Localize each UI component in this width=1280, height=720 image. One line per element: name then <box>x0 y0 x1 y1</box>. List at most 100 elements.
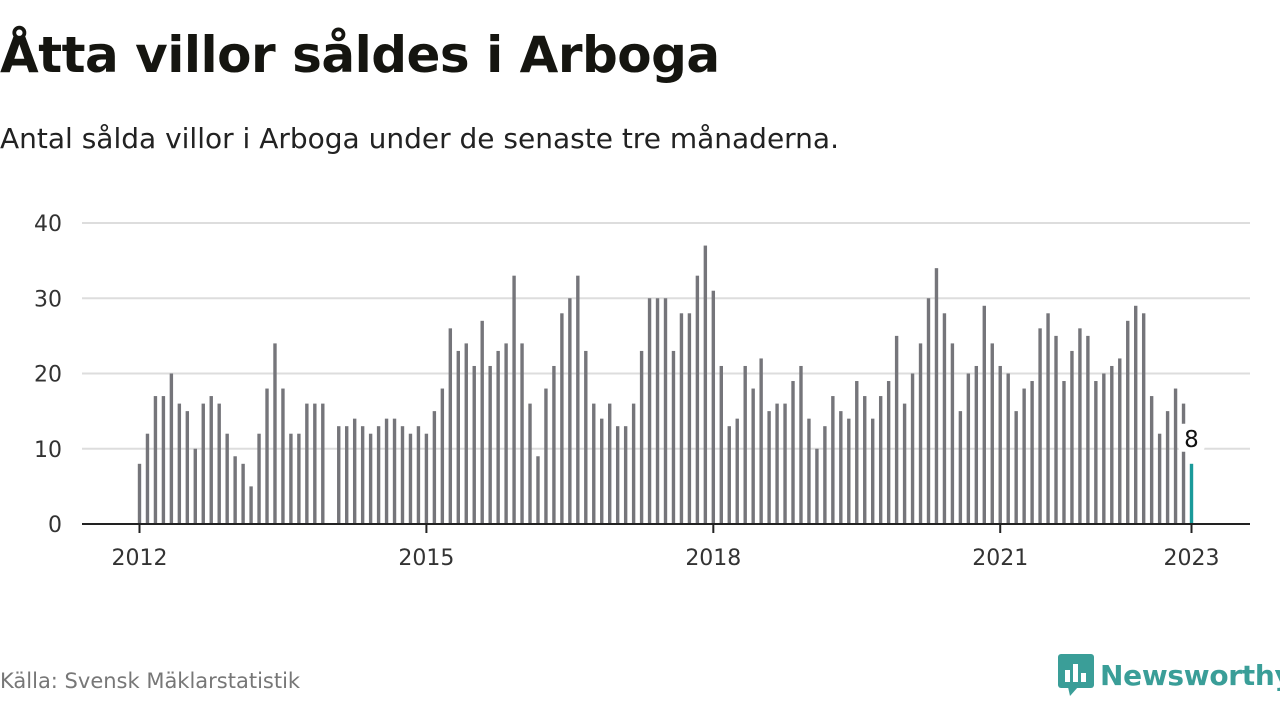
bar <box>281 388 285 524</box>
y-tick-label: 30 <box>34 287 62 312</box>
bar <box>600 418 604 524</box>
y-tick-label: 10 <box>34 438 62 463</box>
bar <box>520 343 524 524</box>
bar <box>791 381 795 524</box>
bar <box>894 335 899 525</box>
bar <box>687 313 692 524</box>
x-tick-label: 2021 <box>972 546 1028 571</box>
bar <box>759 358 763 524</box>
bar <box>623 426 628 524</box>
bar <box>942 313 947 524</box>
bar <box>552 365 556 524</box>
bar <box>153 396 158 524</box>
bar <box>305 403 309 524</box>
bar <box>799 365 803 524</box>
bar <box>823 426 827 524</box>
source-note: Källa: Svensk Mäklarstatistik <box>0 669 301 693</box>
bar <box>727 426 731 524</box>
bar <box>376 426 381 524</box>
bar <box>1086 335 1090 525</box>
bar <box>337 426 341 524</box>
bar <box>998 365 1002 524</box>
bar <box>1110 365 1114 524</box>
bar <box>345 426 349 524</box>
bar <box>560 313 564 524</box>
bar <box>209 396 213 524</box>
bar <box>360 426 365 524</box>
bar <box>1078 328 1082 524</box>
bar <box>647 298 652 524</box>
bar <box>384 418 389 524</box>
bar <box>576 275 580 524</box>
bar <box>1014 411 1018 525</box>
bar <box>480 320 484 524</box>
bar <box>392 418 397 524</box>
bar <box>1149 396 1154 524</box>
bar <box>711 290 716 524</box>
bar <box>719 365 723 524</box>
bar <box>408 433 413 524</box>
chart-title: Åtta villor såldes i Arboga <box>0 26 720 84</box>
bar <box>1022 388 1026 524</box>
bar <box>934 268 939 524</box>
bar <box>990 343 994 524</box>
bar <box>289 433 293 524</box>
bar <box>775 403 779 524</box>
bar <box>1165 411 1170 525</box>
x-tick-label: 2023 <box>1164 546 1220 571</box>
bar <box>496 350 500 524</box>
bar <box>400 426 405 524</box>
bar <box>528 403 532 524</box>
x-axis-ticks: 2012 2015 2018 2021 2023 <box>112 524 1220 571</box>
bar <box>743 365 747 524</box>
bar <box>639 350 644 524</box>
bar <box>1134 305 1138 524</box>
bar <box>584 350 588 524</box>
newsworthy-logo[interactable]: Newsworthy <box>1058 654 1280 696</box>
bar <box>902 403 907 524</box>
bar <box>257 433 261 524</box>
bar <box>592 403 596 524</box>
bar <box>201 403 205 524</box>
bar <box>982 305 986 524</box>
bar <box>855 381 859 524</box>
bar <box>233 456 237 524</box>
bar <box>512 275 516 524</box>
bar <box>297 433 301 524</box>
bar <box>432 411 437 525</box>
bar <box>1030 381 1034 524</box>
bar <box>464 343 468 524</box>
bar <box>1038 328 1042 524</box>
bar <box>1102 373 1106 524</box>
bar <box>169 373 174 524</box>
bar <box>871 418 875 524</box>
bar <box>448 328 453 524</box>
bar <box>456 350 460 524</box>
bar <box>1173 388 1178 524</box>
bar <box>273 343 277 524</box>
bar <box>1054 335 1058 525</box>
bar <box>177 403 182 524</box>
bar <box>472 365 476 524</box>
bar <box>265 388 269 524</box>
bar <box>735 418 739 524</box>
y-tick-label: 40 <box>34 212 62 237</box>
bar <box>368 433 373 524</box>
bar <box>767 411 771 525</box>
bar <box>847 418 851 524</box>
bar <box>1181 403 1186 524</box>
bar <box>807 418 811 524</box>
annotation-background <box>1178 423 1205 452</box>
bar-highlight <box>1189 463 1194 524</box>
bar <box>974 365 979 524</box>
bar <box>631 403 636 524</box>
bar <box>241 463 245 524</box>
bar <box>679 313 684 524</box>
bar <box>863 396 867 524</box>
bar <box>703 245 708 524</box>
bar <box>1062 381 1066 524</box>
annotation-label: 8 <box>1184 427 1199 453</box>
bar <box>1126 320 1130 524</box>
bar <box>161 396 166 524</box>
chart-subtitle: Antal sålda villor i Arboga under de sen… <box>0 122 839 155</box>
